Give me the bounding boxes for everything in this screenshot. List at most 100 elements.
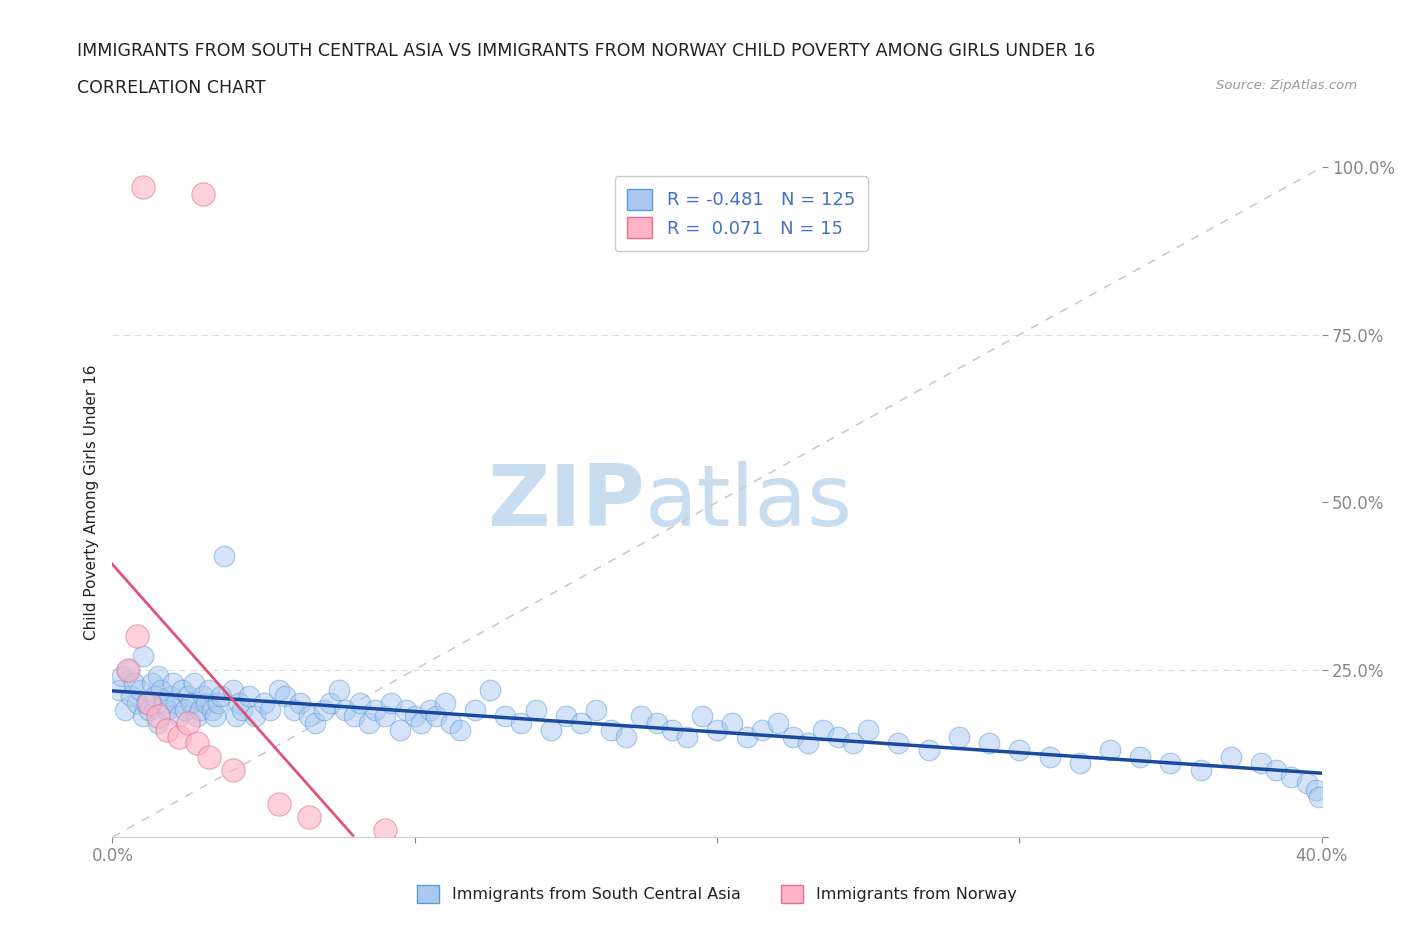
Point xyxy=(887,736,910,751)
Point xyxy=(1129,750,1152,764)
Legend: Immigrants from South Central Asia, Immigrants from Norway: Immigrants from South Central Asia, Immi… xyxy=(411,878,1024,910)
Point xyxy=(298,709,321,724)
Point xyxy=(737,729,759,744)
Point xyxy=(690,709,713,724)
Point xyxy=(267,683,290,698)
Point xyxy=(1098,742,1121,757)
Point xyxy=(110,669,132,684)
Point xyxy=(343,709,366,724)
Point xyxy=(395,702,418,717)
Point xyxy=(177,716,200,731)
Point xyxy=(433,696,456,711)
Point xyxy=(207,696,229,711)
Point xyxy=(228,696,250,711)
Point xyxy=(856,723,880,737)
Point xyxy=(191,689,214,704)
Point xyxy=(479,683,502,698)
Point xyxy=(274,689,297,704)
Point xyxy=(374,709,396,724)
Point xyxy=(388,723,411,737)
Point xyxy=(177,689,200,704)
Point xyxy=(117,662,139,677)
Point xyxy=(630,709,652,724)
Point xyxy=(204,709,226,724)
Point xyxy=(128,683,150,698)
Point xyxy=(167,709,190,724)
Point xyxy=(319,696,342,711)
Point xyxy=(827,729,849,744)
Point xyxy=(298,809,321,824)
Point xyxy=(180,696,202,711)
Point xyxy=(191,187,214,202)
Point xyxy=(349,696,371,711)
Point xyxy=(1069,756,1091,771)
Point xyxy=(186,709,208,724)
Point xyxy=(231,702,253,717)
Text: IMMIGRANTS FROM SOUTH CENTRAL ASIA VS IMMIGRANTS FROM NORWAY CHILD POVERTY AMONG: IMMIGRANTS FROM SOUTH CENTRAL ASIA VS IM… xyxy=(77,42,1095,60)
Point xyxy=(600,723,623,737)
Point xyxy=(721,716,744,731)
Point xyxy=(122,675,145,690)
Point xyxy=(328,683,350,698)
Point xyxy=(359,716,381,731)
Point xyxy=(404,709,426,724)
Point xyxy=(107,683,129,698)
Point xyxy=(201,702,224,717)
Point xyxy=(132,180,155,195)
Point xyxy=(554,709,576,724)
Point xyxy=(125,629,148,644)
Point xyxy=(569,716,592,731)
Point xyxy=(419,702,441,717)
Point xyxy=(143,689,166,704)
Point xyxy=(159,689,181,704)
Text: Source: ZipAtlas.com: Source: ZipAtlas.com xyxy=(1216,79,1357,92)
Point xyxy=(706,723,728,737)
Point xyxy=(842,736,865,751)
Point xyxy=(782,729,804,744)
Point xyxy=(243,709,266,724)
Point xyxy=(440,716,463,731)
Point xyxy=(645,716,668,731)
Point xyxy=(675,729,697,744)
Point xyxy=(183,675,205,690)
Point xyxy=(195,696,218,711)
Point xyxy=(1279,769,1302,784)
Point xyxy=(766,716,789,731)
Point xyxy=(948,729,970,744)
Point xyxy=(170,683,193,698)
Point xyxy=(1308,790,1330,804)
Point xyxy=(751,723,773,737)
Text: atlas: atlas xyxy=(644,460,852,544)
Point xyxy=(314,702,336,717)
Point xyxy=(524,702,547,717)
Point xyxy=(364,702,387,717)
Point xyxy=(1008,742,1031,757)
Point xyxy=(174,702,197,717)
Point xyxy=(1038,750,1062,764)
Point xyxy=(209,689,232,704)
Y-axis label: Child Poverty Among Girls Under 16: Child Poverty Among Girls Under 16 xyxy=(83,365,98,640)
Point xyxy=(125,696,148,711)
Point xyxy=(661,723,683,737)
Point xyxy=(409,716,432,731)
Point xyxy=(141,675,163,690)
Point xyxy=(162,675,184,690)
Point xyxy=(425,709,447,724)
Text: CORRELATION CHART: CORRELATION CHART xyxy=(77,79,266,97)
Point xyxy=(288,696,311,711)
Point xyxy=(585,702,607,717)
Point xyxy=(1305,783,1327,798)
Point xyxy=(238,689,260,704)
Point xyxy=(198,683,221,698)
Point xyxy=(198,750,221,764)
Point xyxy=(146,716,169,731)
Point xyxy=(267,796,290,811)
Point xyxy=(283,702,305,717)
Point xyxy=(1189,763,1212,777)
Point xyxy=(222,683,245,698)
Point xyxy=(132,709,155,724)
Point xyxy=(253,696,276,711)
Point xyxy=(149,683,172,698)
Point xyxy=(214,549,236,564)
Point xyxy=(132,649,155,664)
